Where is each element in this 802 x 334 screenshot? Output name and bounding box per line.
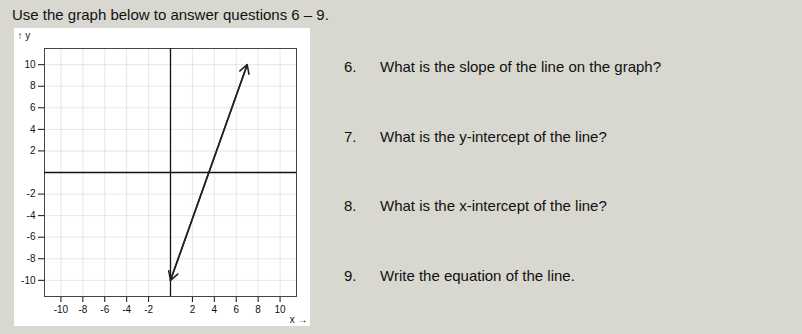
html-text:Write the equation of the line: Write the equation of the line. — [380, 266, 575, 284]
svg-text:2: 2 — [190, 304, 196, 315]
svg-text:4: 4 — [212, 304, 218, 315]
svg-text:↑ y: ↑ y — [18, 30, 31, 41]
svg-text:8: 8 — [30, 80, 36, 91]
svg-text:-2: -2 — [27, 188, 36, 199]
svg-text:-2: -2 — [144, 304, 153, 315]
svg-text:6: 6 — [233, 304, 239, 315]
html-text:9.: 9. — [344, 266, 357, 284]
svg-text:8: 8 — [255, 304, 261, 315]
svg-text:-8: -8 — [78, 304, 87, 315]
html-text:6.: 6. — [344, 58, 357, 76]
svg-text:10: 10 — [275, 304, 287, 315]
svg-text:-6: -6 — [100, 304, 109, 315]
html-text:What is the y-intercept of the: What is the y-intercept of the line? — [380, 127, 607, 145]
html-text:What is the x-intercept of the: What is the x-intercept of the line? — [380, 197, 607, 215]
svg-text:6: 6 — [30, 102, 36, 113]
svg-text:-8: -8 — [27, 253, 36, 264]
html-text:Use the graph below to answer: Use the graph below to answer questions … — [12, 6, 329, 23]
svg-text:4: 4 — [30, 124, 36, 135]
html-text:What is the slope of the line: What is the slope of the line on the gra… — [380, 58, 661, 76]
svg-text:-10: -10 — [54, 304, 69, 315]
svg-text:x →: x → — [290, 314, 308, 325]
html-text:8.: 8. — [344, 197, 357, 215]
html-text:7.: 7. — [344, 127, 357, 145]
svg-text:-4: -4 — [27, 210, 36, 221]
svg-text:2: 2 — [30, 145, 36, 156]
svg-text:10: 10 — [24, 59, 36, 70]
svg-text:-10: -10 — [21, 275, 36, 286]
svg-text:-4: -4 — [122, 304, 131, 315]
svg-text:-6: -6 — [27, 231, 36, 242]
